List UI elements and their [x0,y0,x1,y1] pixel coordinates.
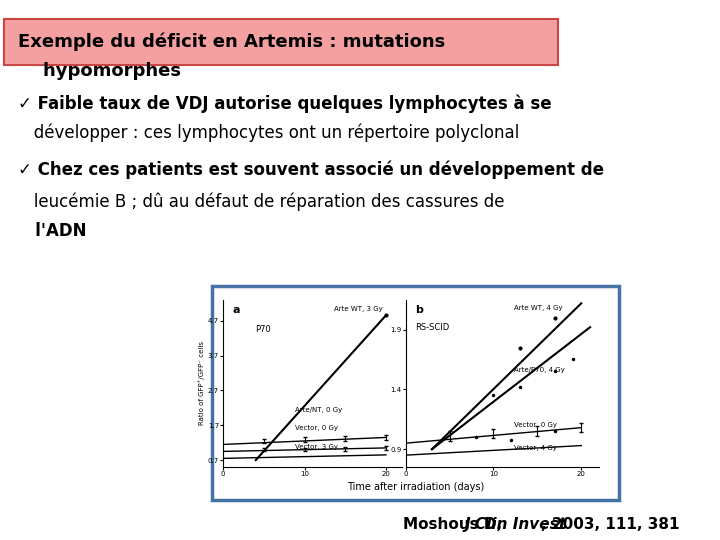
Text: b: b [415,305,423,315]
FancyBboxPatch shape [4,19,558,65]
Text: Moshous D,: Moshous D, [403,517,508,532]
Text: Arte WT, 3 Gy: Arte WT, 3 Gy [334,306,383,313]
Text: Exemple du déficit en Artemis : mutations: Exemple du déficit en Artemis : mutation… [18,32,445,51]
Text: Vector, 4 Gy: Vector, 4 Gy [514,446,557,451]
Text: Vector, 0 Gy: Vector, 0 Gy [294,426,338,431]
Y-axis label: Ratio of GFP⁺/GFP⁻ cells: Ratio of GFP⁺/GFP⁻ cells [198,341,205,426]
Text: leucémie B ; dû au défaut de réparation des cassures de: leucémie B ; dû au défaut de réparation … [18,192,505,211]
Text: ✓ Chez ces patients est souvent associé un développement de: ✓ Chez ces patients est souvent associé … [18,161,604,179]
Text: a: a [232,305,240,315]
Text: J Clin Invest: J Clin Invest [464,517,567,532]
Text: Arte/P70, 4 Gy: Arte/P70, 4 Gy [514,367,564,373]
Text: Arte/NT, 0 Gy: Arte/NT, 0 Gy [294,407,342,413]
Text: développer : ces lymphocytes ont un répertoire polyclonal: développer : ces lymphocytes ont un répe… [18,123,519,141]
Text: , 2003, 111, 381: , 2003, 111, 381 [541,517,680,532]
Text: P70: P70 [256,325,271,334]
Text: l'ADN: l'ADN [18,222,86,240]
FancyBboxPatch shape [212,286,619,500]
Text: ✓ Faible taux de VDJ autorise quelques lymphocytes à se: ✓ Faible taux de VDJ autorise quelques l… [18,94,552,113]
Text: Arte WT, 4 Gy: Arte WT, 4 Gy [514,305,562,310]
Text: Vector, 3 Gy: Vector, 3 Gy [294,444,338,450]
Text: RS-SCID: RS-SCID [415,323,449,332]
Text: hypomorphes: hypomorphes [18,62,181,80]
Text: Vector, 0 Gy: Vector, 0 Gy [514,422,557,428]
Text: Time after irradiation (days): Time after irradiation (days) [347,482,485,492]
